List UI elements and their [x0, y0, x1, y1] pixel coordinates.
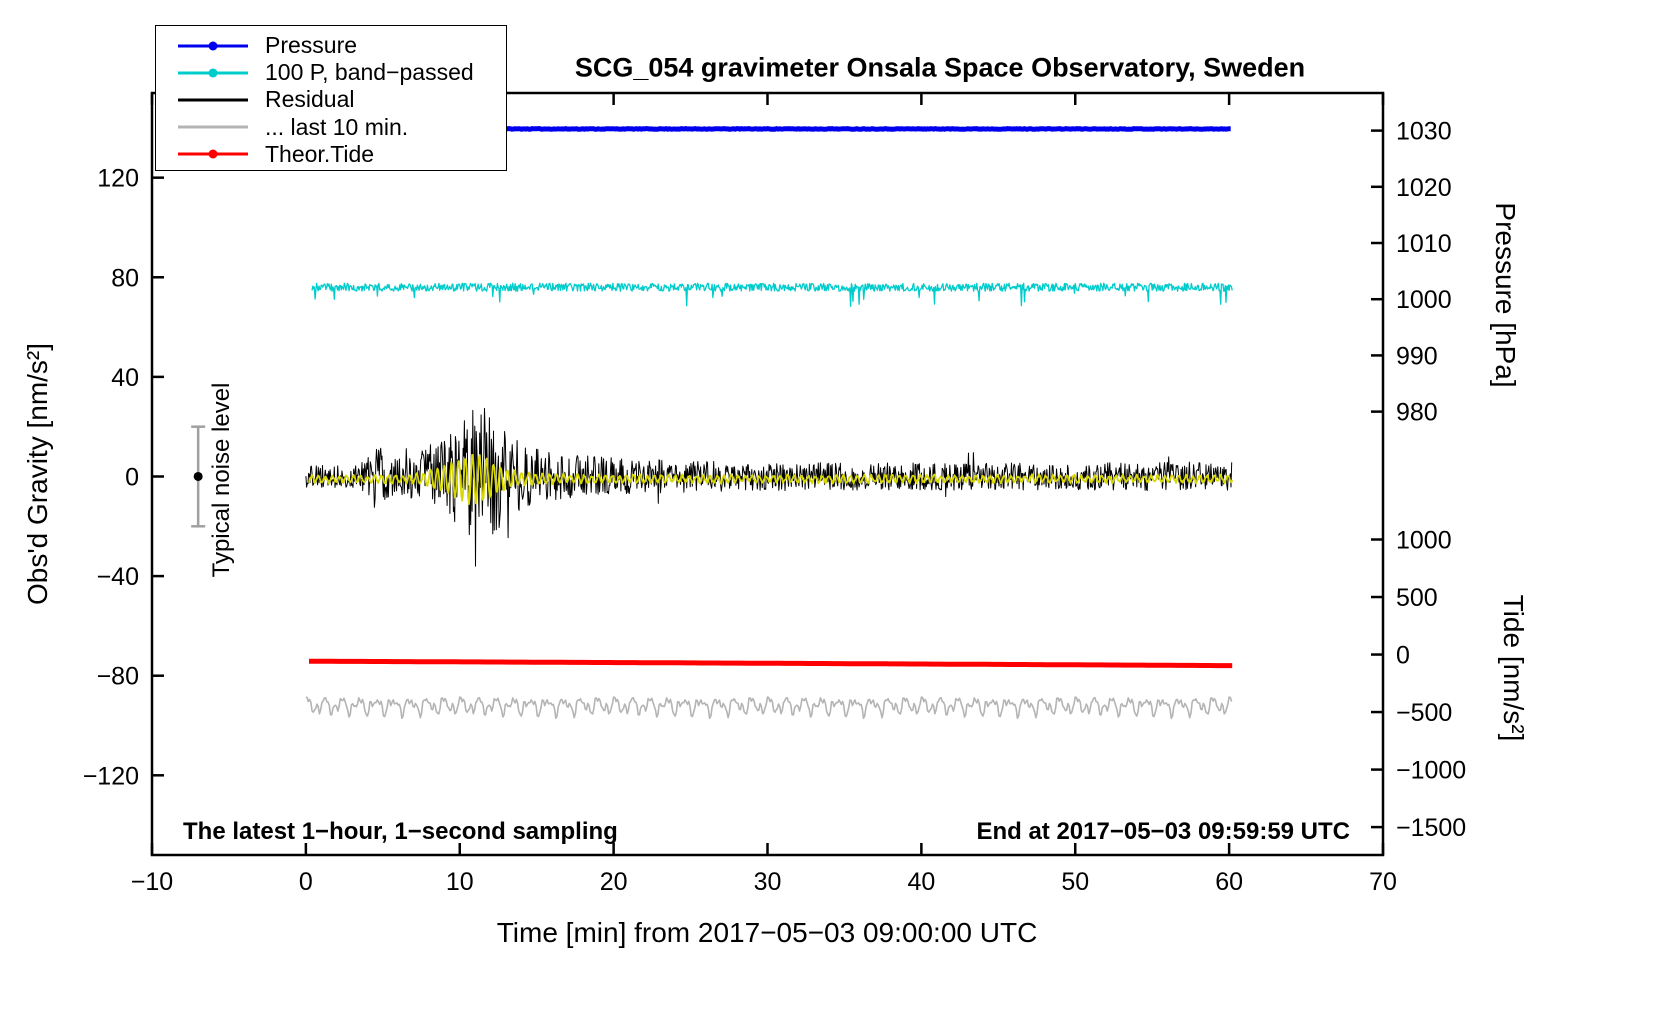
- tide-tick-label: 0: [1396, 642, 1410, 670]
- series-residual: [305, 407, 1233, 567]
- legend-swatch: [178, 149, 248, 159]
- legend-label: Pressure: [265, 32, 358, 59]
- series-residual-smoothed: [308, 453, 1234, 506]
- x-tick-label: 30: [754, 868, 782, 896]
- legend: Pressure 100 P, band−passed Residual... la…: [155, 25, 507, 171]
- legend-line: [178, 125, 248, 129]
- legend-swatch: [178, 122, 248, 132]
- chart-title: SCG_054 gravimeter Onsala Space Observat…: [574, 52, 1306, 83]
- pressure-tick-label: 1020: [1396, 174, 1452, 202]
- x-tick-label: 0: [299, 868, 313, 896]
- legend-item-pressure: Pressure: [156, 32, 506, 59]
- gravity-axis-label: Obs'd Gravity [nm/s²]: [22, 342, 53, 606]
- series-theor-tide: [308, 658, 1233, 669]
- gravity-tick-label: −80: [97, 663, 139, 691]
- series-last-10-min: [305, 696, 1233, 720]
- pressure-tick-label: 1000: [1396, 286, 1452, 314]
- legend-marker-dot: [208, 68, 218, 78]
- gravity-tick-label: −120: [83, 762, 139, 790]
- tide-axis-label: Tide [nm/s²]: [1498, 594, 1529, 742]
- end-time-annotation: End at 2017−05−03 09:59:59 UTC: [976, 818, 1350, 845]
- legend-item-residual: Residual: [156, 86, 506, 113]
- x-tick-label: −10: [131, 868, 173, 896]
- legend-marker-dot: [208, 149, 218, 159]
- noise-level-label: Typical noise level: [208, 382, 235, 578]
- legend-label: 100 P, band−passed: [265, 59, 474, 86]
- pressure-axis-label: Pressure [hPa]: [1490, 202, 1521, 388]
- legend-label: Residual: [265, 86, 355, 113]
- legend-item-last-10-min: ... last 10 min.: [156, 114, 506, 141]
- tide-tick-label: 1000: [1396, 526, 1452, 554]
- tide-tick-label: −500: [1396, 699, 1452, 727]
- tide-tick-label: −1000: [1396, 757, 1466, 785]
- gravity-tick-label: 0: [125, 463, 139, 491]
- legend-label: ... last 10 min.: [265, 113, 409, 140]
- pressure-tick-label: 980: [1396, 399, 1438, 427]
- x-tick-label: 50: [1061, 868, 1089, 896]
- gravity-tick-label: 80: [111, 264, 139, 292]
- legend-swatch: [178, 95, 248, 105]
- x-axis-label: Time [min] from 2017−05−03 09:00:00 UTC: [496, 917, 1038, 948]
- series-100-p-band-passed: [311, 282, 1233, 308]
- legend-line: [178, 98, 248, 102]
- pressure-tick-label: 1010: [1396, 230, 1452, 258]
- x-tick-label: 60: [1215, 868, 1243, 896]
- pressure-tick-label: 1030: [1396, 118, 1452, 146]
- legend-item-100-p-band-passed: 100 P, band−passed: [156, 59, 506, 86]
- x-tick-label: 70: [1369, 868, 1397, 896]
- x-tick-label: 20: [600, 868, 628, 896]
- legend-swatch: [178, 41, 248, 51]
- noise-bar-dot: [193, 471, 203, 481]
- x-tick-label: 40: [907, 868, 935, 896]
- legend-item-theor-tide: Theor.Tide: [156, 141, 506, 168]
- pressure-tick-label: 990: [1396, 342, 1438, 370]
- tide-tick-label: 500: [1396, 584, 1438, 612]
- tide-tick-label: −1500: [1396, 814, 1466, 842]
- x-tick-label: 10: [446, 868, 474, 896]
- legend-label: Theor.Tide: [265, 140, 375, 167]
- sampling-annotation: The latest 1−hour, 1−second sampling: [183, 818, 618, 845]
- gravity-tick-label: −40: [97, 563, 139, 591]
- gravity-tick-label: 120: [97, 165, 139, 193]
- gravity-tick-label: 40: [111, 364, 139, 392]
- legend-swatch: [178, 68, 248, 78]
- legend-marker-dot: [208, 41, 218, 51]
